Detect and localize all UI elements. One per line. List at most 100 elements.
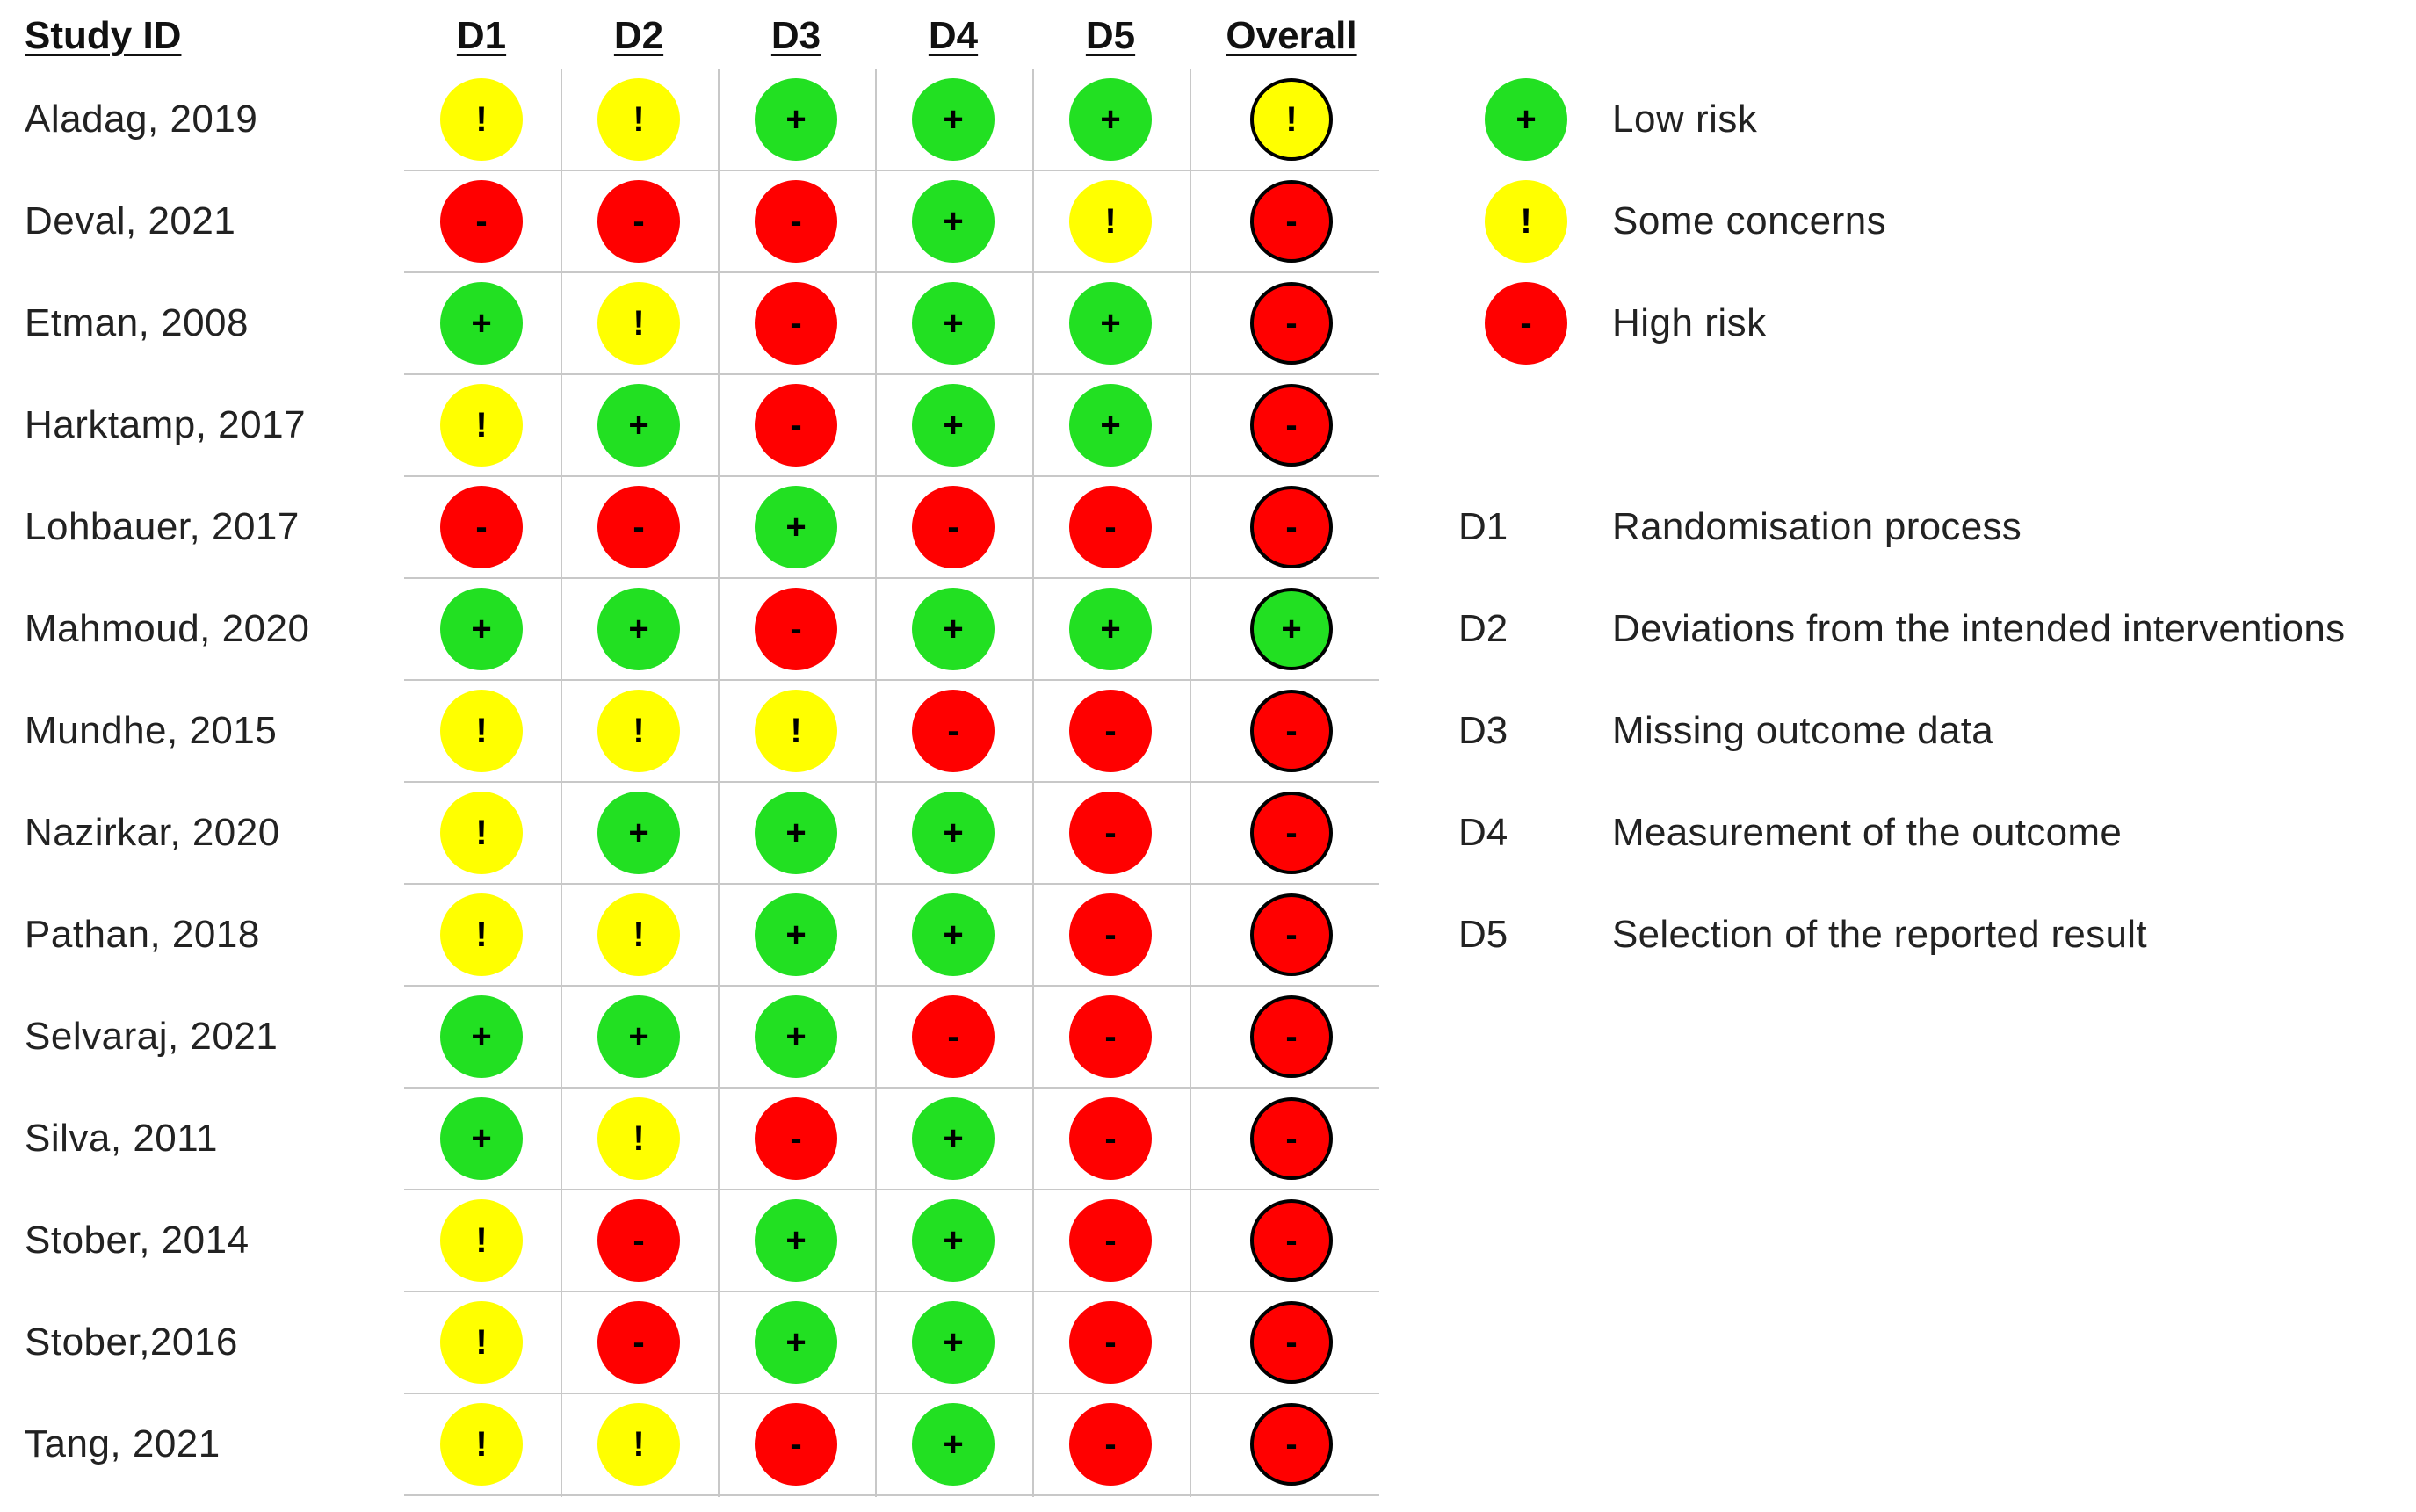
judgement-low-dot: +	[912, 792, 995, 874]
cell-d3: -	[719, 578, 873, 680]
judgement-high-dot: -	[755, 384, 837, 467]
legend-item-low: + Low risk	[1485, 69, 2407, 170]
judgement-high-dot: -	[1250, 792, 1333, 874]
cell-d5: -	[1033, 884, 1188, 986]
cell-d2: !	[561, 272, 716, 374]
judgement-high-dot: -	[597, 1199, 680, 1282]
cell-d3: +	[719, 986, 873, 1088]
column-separator	[718, 69, 720, 1497]
judgement-high-dot: -	[755, 588, 837, 670]
cell-d4: -	[876, 476, 1031, 578]
cell-overall: !	[1214, 69, 1369, 170]
judgement-low-dot: +	[755, 995, 837, 1078]
judgement-high-dot: -	[755, 1403, 837, 1486]
row-separator	[404, 985, 1379, 987]
cell-d3: -	[719, 1088, 873, 1190]
cell-d4: +	[876, 1190, 1031, 1291]
judgement-high-dot: -	[912, 995, 995, 1078]
cell-d1: !	[404, 884, 559, 986]
cell-d1: !	[404, 374, 559, 476]
column-separator	[1032, 69, 1034, 1497]
column-separator	[561, 69, 562, 1497]
cell-overall: -	[1214, 1291, 1369, 1393]
judgement-some-dot: !	[755, 690, 837, 772]
cell-d3: -	[719, 374, 873, 476]
row-separator	[404, 883, 1379, 885]
row-separator	[404, 1393, 1379, 1394]
study-label: Silva, 2011	[25, 1117, 218, 1160]
cell-d1: +	[404, 578, 559, 680]
column-separator	[1190, 69, 1191, 1497]
judgement-low-dot: +	[755, 486, 837, 568]
table-row: Mundhe, 2015!!! - - -	[0, 680, 1388, 782]
cell-d5: -	[1033, 476, 1188, 578]
judgement-some-dot: !	[1250, 78, 1333, 161]
cell-d2: -	[561, 476, 716, 578]
cell-overall: -	[1214, 986, 1369, 1088]
cell-d2: !	[561, 69, 716, 170]
column-header-d1: D1	[456, 14, 507, 57]
row-separator	[404, 1189, 1379, 1190]
domain-key-item: D5 Selection of the reported result	[1458, 884, 2407, 986]
legend-low-dot: +	[1485, 78, 1567, 161]
cell-d5: +	[1033, 69, 1188, 170]
cell-d1: -	[404, 476, 559, 578]
cell-d4: +	[876, 69, 1031, 170]
judgement-some-dot: !	[597, 893, 680, 976]
judgement-low-dot: +	[597, 384, 680, 467]
judgement-high-dot: -	[440, 486, 523, 568]
cell-d1: !	[404, 1291, 559, 1393]
judgement-high-dot: -	[755, 1097, 837, 1180]
cell-d1: !	[404, 782, 559, 884]
cell-d4: +	[876, 782, 1031, 884]
cell-overall: -	[1214, 884, 1369, 986]
judgement-high-dot: -	[597, 1301, 680, 1384]
cell-d2: +	[561, 782, 716, 884]
judgement-low-dot: +	[440, 1097, 523, 1180]
cell-d5: !	[1033, 170, 1188, 272]
judgement-high-dot: -	[755, 180, 837, 263]
judgement-low-dot: +	[597, 792, 680, 874]
judgement-high-dot: -	[1250, 282, 1333, 365]
cell-d4: +	[876, 1291, 1031, 1393]
judgement-high-dot: -	[1069, 995, 1152, 1078]
study-label: Nazirkar, 2020	[25, 811, 280, 854]
study-label: Mundhe, 2015	[25, 709, 278, 752]
judgement-high-dot: -	[1069, 1403, 1152, 1486]
judgement-low-dot: +	[597, 995, 680, 1078]
cell-d4: -	[876, 986, 1031, 1088]
cell-d4: +	[876, 1393, 1031, 1495]
judgement-low-dot: +	[912, 384, 995, 467]
judgement-low-dot: +	[1069, 282, 1152, 365]
judgement-high-dot: -	[597, 486, 680, 568]
table-row: Selvaraj, 2021 + + + - - -	[0, 986, 1388, 1088]
table-row: Harktamp, 2017! + - + + -	[0, 374, 1388, 476]
cell-d1: +	[404, 272, 559, 374]
domain-code: D3	[1458, 709, 1508, 752]
judgement-high-dot: -	[912, 690, 995, 772]
study-label: Deval, 2021	[25, 199, 236, 242]
row-separator	[404, 577, 1379, 579]
table-row: Silva, 2011 +! - + - -	[0, 1088, 1388, 1190]
cell-d2: +	[561, 986, 716, 1088]
study-label: Pathan, 2018	[25, 913, 260, 956]
table-row: Aladag, 2019!! + + +!	[0, 69, 1388, 170]
legend-some-dot: !	[1485, 180, 1567, 263]
column-header-d2: D2	[613, 14, 664, 57]
cell-overall: -	[1214, 1190, 1369, 1291]
cell-d5: -	[1033, 782, 1188, 884]
cell-overall: -	[1214, 1088, 1369, 1190]
judgement-low-dot: +	[912, 893, 995, 976]
judgement-low-dot: +	[1069, 384, 1152, 467]
judgement-low-dot: +	[755, 792, 837, 874]
column-separator	[875, 69, 877, 1497]
legend-item-high: - High risk	[1485, 272, 2407, 374]
judgement-some-dot: !	[440, 792, 523, 874]
cell-overall: -	[1214, 170, 1369, 272]
cell-d3: !	[719, 680, 873, 782]
study-label: Aladag, 2019	[25, 98, 258, 141]
domain-key-item: D3 Missing outcome data	[1458, 680, 2407, 782]
cell-d5: -	[1033, 680, 1188, 782]
judgement-some-dot: !	[597, 282, 680, 365]
cell-d1: !	[404, 1393, 559, 1495]
